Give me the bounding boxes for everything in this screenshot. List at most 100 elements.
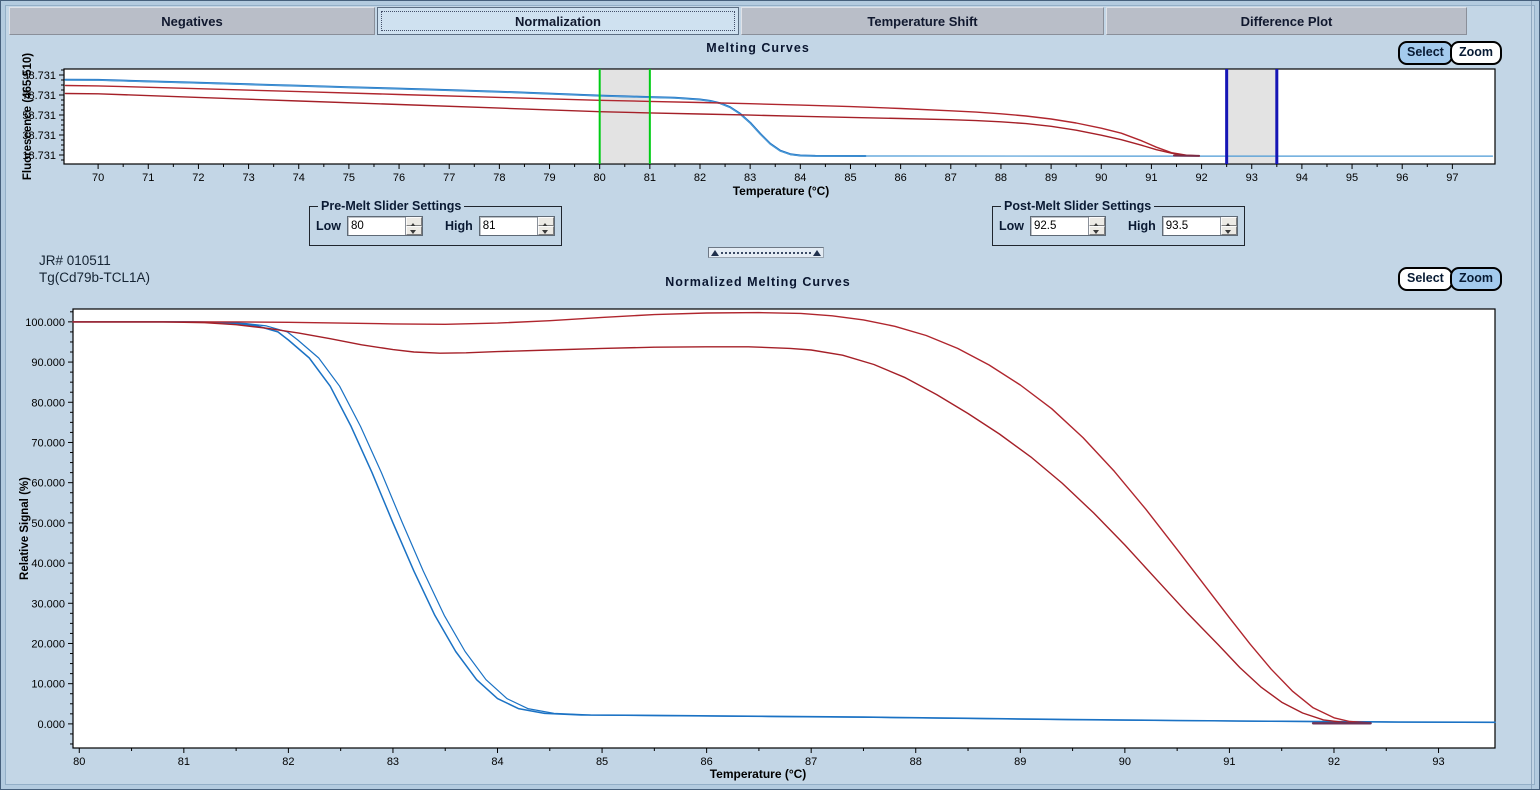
post-melt-low-spinner[interactable] [1088, 217, 1105, 235]
svg-text:20.000: 20.000 [31, 638, 65, 650]
sample-info: JR# 010511 Tg(Cd79b-TCL1A) [39, 252, 150, 286]
svg-text:70: 70 [92, 172, 104, 184]
melting-curves-chart[interactable]: 70 71 72 73 74 75 76 77 78 79 80 81 82 83 84 85 86 87 88 89… [1, 37, 1540, 203]
svg-text:58.731: 58.731 [22, 110, 56, 122]
bottom-select-button[interactable]: Select [1398, 267, 1453, 291]
pre-melt-low-spinbox [347, 216, 423, 236]
svg-text:86: 86 [701, 756, 713, 768]
svg-text:84: 84 [491, 756, 503, 768]
svg-text:80.000: 80.000 [31, 397, 65, 409]
post-melt-high-spinner[interactable] [1219, 217, 1237, 235]
analysis-tabbar: Negatives Normalization Temperature Shif… [9, 7, 1525, 35]
tab-temperature-shift[interactable]: Temperature Shift [741, 7, 1104, 35]
svg-text:83: 83 [744, 172, 756, 184]
svg-text:0.000: 0.000 [37, 719, 65, 731]
svg-text:Temperature (°C): Temperature (°C) [710, 767, 807, 781]
svg-text:92: 92 [1328, 756, 1340, 768]
svg-text:84: 84 [794, 172, 806, 184]
tab-difference-plot[interactable]: Difference Plot [1106, 7, 1467, 35]
pre-melt-low-input[interactable] [348, 217, 405, 235]
svg-text:75: 75 [343, 172, 355, 184]
svg-text:85: 85 [844, 172, 856, 184]
svg-text:97: 97 [1446, 172, 1458, 184]
spin-up-icon[interactable] [1220, 217, 1237, 227]
pre-melt-low-spinner[interactable] [405, 217, 422, 235]
svg-text:77: 77 [443, 172, 455, 184]
svg-text:88: 88 [995, 172, 1007, 184]
svg-text:40.000: 40.000 [31, 558, 65, 570]
spin-up-icon[interactable] [537, 217, 554, 227]
spin-up-icon[interactable] [406, 217, 422, 227]
svg-text:79: 79 [543, 172, 555, 184]
svg-text:88: 88 [910, 756, 922, 768]
window-right-border [1531, 1, 1532, 789]
svg-text:82: 82 [694, 172, 706, 184]
tab-negatives[interactable]: Negatives [9, 7, 375, 35]
svg-text:81: 81 [644, 172, 656, 184]
svg-text:80: 80 [594, 172, 606, 184]
bottom-zoom-button[interactable]: Zoom [1450, 267, 1503, 291]
post-melt-low-spinbox [1030, 216, 1106, 236]
post-melt-high-spinbox [1161, 216, 1238, 236]
slider-right-thumb-icon[interactable] [813, 249, 821, 256]
post-melt-slider-settings-group: Post-Melt Slider Settings Low High [992, 199, 1245, 246]
post-melt-high-input[interactable] [1162, 217, 1220, 235]
svg-text:87: 87 [945, 172, 957, 184]
tab-label: Difference Plot [1240, 13, 1333, 29]
svg-text:94: 94 [1296, 172, 1308, 184]
svg-text:Temperature (°C): Temperature (°C) [733, 184, 830, 198]
tab-label: Normalization [515, 13, 601, 29]
top-select-button[interactable]: Select [1398, 41, 1453, 65]
low-label: Low [316, 219, 341, 233]
high-label: High [1128, 219, 1156, 233]
svg-text:Melting Curves: Melting Curves [706, 41, 810, 55]
top-zoom-button[interactable]: Zoom [1450, 41, 1503, 65]
svg-text:91: 91 [1145, 172, 1157, 184]
post-melt-low-input[interactable] [1031, 217, 1088, 235]
spin-down-icon[interactable] [406, 226, 422, 235]
svg-text:86: 86 [895, 172, 907, 184]
svg-text:Normalized Melting Curves: Normalized Melting Curves [665, 275, 850, 289]
sample-gene: Tg(Cd79b-TCL1A) [39, 270, 151, 285]
pre-melt-high-spinner[interactable] [536, 217, 554, 235]
pre-melt-high-input[interactable] [479, 217, 537, 235]
svg-text:80: 80 [73, 756, 85, 768]
high-label: High [445, 219, 473, 233]
group-title: Pre-Melt Slider Settings [321, 199, 462, 213]
slider-left-thumb-icon[interactable] [711, 249, 719, 256]
svg-text:76: 76 [393, 172, 405, 184]
spin-down-icon[interactable] [537, 226, 554, 235]
melt-region-slider[interactable] [708, 247, 824, 258]
svg-text:93: 93 [1432, 756, 1444, 768]
svg-text:50.000: 50.000 [31, 518, 65, 530]
svg-text:Fluorescence (465-510): Fluorescence (465-510) [22, 53, 34, 180]
spin-down-icon[interactable] [1220, 226, 1237, 235]
spin-up-icon[interactable] [1089, 217, 1105, 227]
svg-text:18.731: 18.731 [22, 150, 56, 162]
svg-text:70.000: 70.000 [31, 437, 65, 449]
sample-id: JR# 010511 [39, 253, 111, 268]
normalized-melting-curves-chart[interactable]: 80 81 82 83 84 85 86 87 88 89 90 91 92 93 100.000 90.00… [1, 261, 1540, 790]
spin-down-icon[interactable] [1089, 226, 1105, 235]
pre-melt-high-spinbox [478, 216, 555, 236]
svg-text:83: 83 [387, 756, 399, 768]
slider-track[interactable] [721, 251, 811, 254]
svg-text:93: 93 [1246, 172, 1258, 184]
svg-text:100.000: 100.000 [25, 317, 65, 329]
svg-text:98.731: 98.731 [22, 70, 56, 82]
tab-normalization[interactable]: Normalization [377, 7, 739, 35]
svg-text:71: 71 [142, 172, 154, 184]
svg-text:74: 74 [293, 172, 305, 184]
svg-text:92: 92 [1195, 172, 1207, 184]
svg-text:89: 89 [1045, 172, 1057, 184]
svg-text:96: 96 [1396, 172, 1408, 184]
svg-text:85: 85 [596, 756, 608, 768]
svg-text:30.000: 30.000 [31, 598, 65, 610]
svg-text:60.000: 60.000 [31, 478, 65, 490]
svg-text:Relative Signal (%): Relative Signal (%) [19, 477, 31, 580]
pre-melt-slider-settings-group: Pre-Melt Slider Settings Low High [309, 199, 562, 246]
svg-text:78.731: 78.731 [22, 90, 56, 102]
svg-text:81: 81 [178, 756, 190, 768]
svg-text:78: 78 [493, 172, 505, 184]
